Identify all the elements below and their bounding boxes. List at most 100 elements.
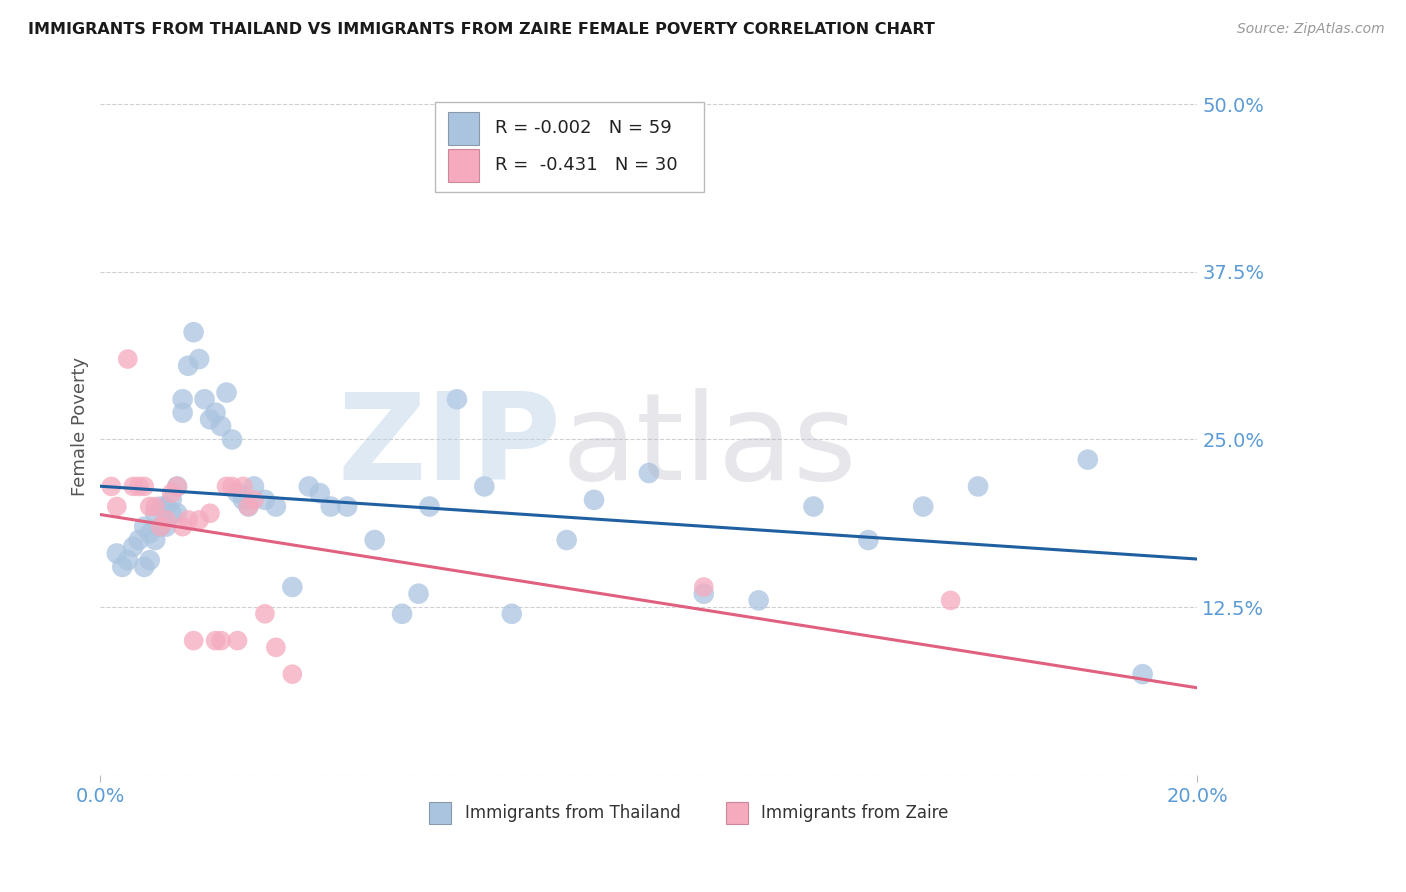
- Point: [172, 392, 194, 407]
- FancyBboxPatch shape: [449, 112, 479, 145]
- Point: [166, 479, 188, 493]
- Point: [198, 506, 221, 520]
- Point: [149, 519, 172, 533]
- Point: [215, 479, 238, 493]
- Point: [172, 406, 194, 420]
- Point: [155, 519, 177, 533]
- Text: R = -0.002   N = 59: R = -0.002 N = 59: [495, 120, 672, 137]
- Point: [803, 500, 825, 514]
- Point: [226, 486, 249, 500]
- Point: [155, 513, 177, 527]
- FancyBboxPatch shape: [449, 149, 479, 182]
- Point: [105, 546, 128, 560]
- Point: [264, 500, 287, 514]
- Text: IMMIGRANTS FROM THAILAND VS IMMIGRANTS FROM ZAIRE FEMALE POVERTY CORRELATION CHA: IMMIGRANTS FROM THAILAND VS IMMIGRANTS F…: [28, 22, 935, 37]
- Point: [1077, 452, 1099, 467]
- Point: [134, 560, 156, 574]
- Text: Immigrants from Zaire: Immigrants from Zaire: [761, 804, 948, 822]
- Point: [501, 607, 523, 621]
- Point: [172, 519, 194, 533]
- Point: [117, 352, 139, 367]
- Point: [253, 492, 276, 507]
- Point: [1132, 667, 1154, 681]
- Point: [160, 506, 183, 520]
- Point: [693, 587, 716, 601]
- Point: [188, 352, 211, 367]
- Point: [221, 479, 243, 493]
- Point: [188, 513, 211, 527]
- Point: [149, 519, 172, 533]
- Text: Immigrants from Thailand: Immigrants from Thailand: [464, 804, 681, 822]
- Text: ZIP: ZIP: [337, 389, 561, 506]
- Point: [363, 533, 385, 547]
- Point: [226, 633, 249, 648]
- Point: [264, 640, 287, 655]
- Point: [693, 580, 716, 594]
- Point: [308, 486, 330, 500]
- Text: atlas: atlas: [561, 389, 856, 506]
- Point: [138, 553, 160, 567]
- Point: [418, 500, 440, 514]
- Point: [939, 593, 962, 607]
- Point: [253, 607, 276, 621]
- Point: [177, 513, 200, 527]
- Point: [638, 466, 661, 480]
- Point: [105, 500, 128, 514]
- Point: [209, 419, 232, 434]
- Point: [204, 406, 226, 420]
- Point: [166, 479, 188, 493]
- Point: [138, 526, 160, 541]
- Text: Source: ZipAtlas.com: Source: ZipAtlas.com: [1237, 22, 1385, 37]
- Point: [298, 479, 321, 493]
- Point: [204, 633, 226, 648]
- Point: [183, 633, 205, 648]
- Point: [155, 500, 177, 514]
- Point: [243, 479, 266, 493]
- Point: [858, 533, 880, 547]
- Point: [160, 486, 183, 500]
- Point: [122, 479, 145, 493]
- Point: [134, 519, 156, 533]
- Point: [138, 500, 160, 514]
- Point: [177, 359, 200, 373]
- Point: [160, 492, 183, 507]
- Point: [281, 667, 304, 681]
- Point: [319, 500, 342, 514]
- Point: [446, 392, 468, 407]
- Point: [134, 479, 156, 493]
- Point: [583, 492, 606, 507]
- Point: [967, 479, 990, 493]
- Y-axis label: Female Poverty: Female Poverty: [72, 357, 89, 496]
- Point: [912, 500, 935, 514]
- Point: [111, 560, 134, 574]
- Point: [194, 392, 217, 407]
- Text: R =  -0.431   N = 30: R = -0.431 N = 30: [495, 156, 678, 174]
- Point: [232, 492, 254, 507]
- Point: [128, 533, 150, 547]
- Point: [238, 500, 260, 514]
- Point: [122, 540, 145, 554]
- Point: [215, 385, 238, 400]
- Point: [143, 500, 166, 514]
- FancyBboxPatch shape: [429, 802, 451, 824]
- Point: [748, 593, 770, 607]
- Point: [243, 492, 266, 507]
- Point: [555, 533, 578, 547]
- Point: [232, 479, 254, 493]
- Point: [128, 479, 150, 493]
- FancyBboxPatch shape: [725, 802, 748, 824]
- Point: [100, 479, 122, 493]
- Point: [209, 633, 232, 648]
- FancyBboxPatch shape: [434, 102, 704, 193]
- Point: [143, 533, 166, 547]
- Point: [472, 479, 495, 493]
- Point: [198, 412, 221, 426]
- Point: [183, 325, 205, 339]
- Point: [166, 506, 188, 520]
- Point: [221, 433, 243, 447]
- Point: [281, 580, 304, 594]
- Point: [336, 500, 359, 514]
- Point: [117, 553, 139, 567]
- Point: [149, 500, 172, 514]
- Point: [238, 500, 260, 514]
